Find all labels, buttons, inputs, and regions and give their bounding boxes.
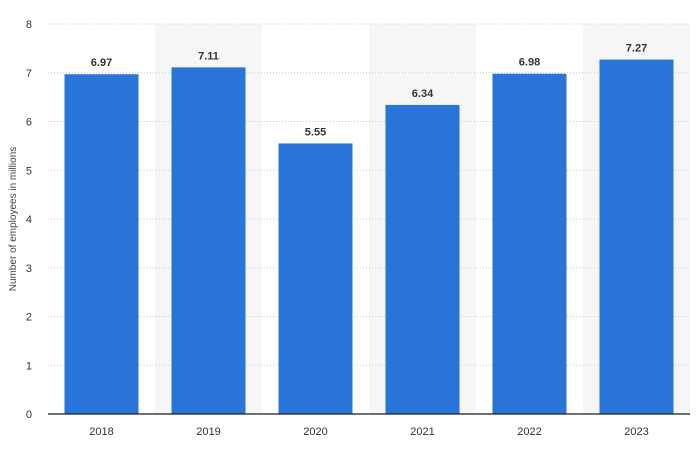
- y-tick-label-0: 0: [26, 409, 32, 421]
- bar-2020[interactable]: [278, 143, 353, 414]
- value-label-2019: 7.11: [198, 50, 219, 62]
- x-axis-tick-labels: 2018 2019 2020 2021 2022 2023: [89, 426, 648, 438]
- bar-2022[interactable]: [492, 73, 567, 414]
- bars: [64, 59, 674, 415]
- y-tick-label-7: 7: [26, 68, 32, 80]
- gridlines: [48, 23, 690, 366]
- value-label-2021: 6.34: [412, 88, 434, 100]
- y-tick-label-8: 8: [26, 19, 32, 31]
- x-tick-label-2021: 2021: [410, 426, 434, 438]
- y-axis-title: Number of employees in millions: [8, 147, 19, 292]
- y-axis-tick-labels: 0 1 2 3 4 5 6 7 8: [26, 19, 32, 421]
- x-tick-label-2018: 2018: [89, 426, 113, 438]
- bar-2021[interactable]: [385, 104, 460, 415]
- x-tick-label-2019: 2019: [196, 426, 220, 438]
- value-label-2018: 6.97: [91, 57, 112, 69]
- value-label-2023: 7.27: [626, 43, 647, 55]
- y-tick-label-2: 2: [26, 312, 32, 324]
- y-tick-label-4: 4: [26, 214, 32, 226]
- x-tick-label-2023: 2023: [624, 426, 648, 438]
- value-label-2022: 6.98: [519, 57, 540, 69]
- value-label-2020: 5.55: [305, 126, 326, 138]
- x-tick-label-2020: 2020: [303, 426, 327, 438]
- bar-2018[interactable]: [64, 74, 139, 415]
- y-tick-label-3: 3: [26, 263, 32, 275]
- x-tick-label-2022: 2022: [517, 426, 541, 438]
- value-labels: 6.97 7.11 5.55 6.34 6.98 7.27: [91, 43, 647, 139]
- bar-2019[interactable]: [171, 67, 246, 414]
- y-tick-label-6: 6: [26, 117, 32, 129]
- bar-2023[interactable]: [599, 59, 674, 415]
- y-tick-label-1: 1: [26, 360, 32, 372]
- y-tick-label-5: 5: [26, 165, 32, 177]
